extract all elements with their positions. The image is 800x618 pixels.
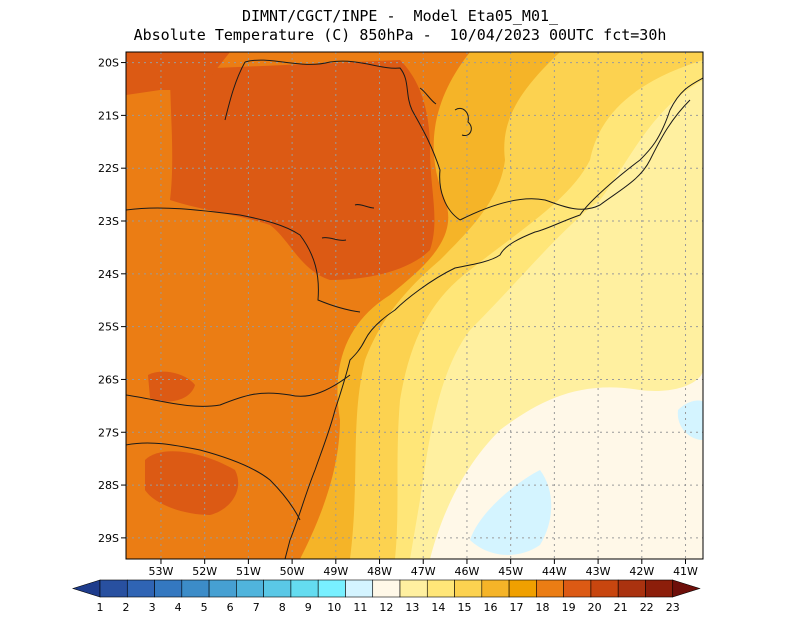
- colorbar-label: 12: [379, 601, 393, 614]
- colorbar-label: 23: [666, 601, 680, 614]
- lon-label: 45W: [498, 565, 523, 578]
- colorbar-label: 9: [305, 601, 312, 614]
- lon-label: 49W: [323, 565, 348, 578]
- lat-label: 22S: [98, 162, 119, 175]
- lon-label: 53W: [149, 565, 174, 578]
- colorbar-swatch: [454, 579, 483, 598]
- lake-1: [454, 107, 472, 137]
- colorbar-label: 11: [353, 601, 367, 614]
- lat-label: 27S: [98, 426, 119, 439]
- colorbar-label: 18: [536, 601, 550, 614]
- colorbar-swatch: [617, 579, 646, 598]
- colorbar-swatch: [263, 579, 292, 598]
- border-pr-sc: [126, 374, 351, 407]
- colorbar-label: 5: [201, 601, 208, 614]
- colorbar-left-arrow: [72, 579, 101, 598]
- colorbar-label: 3: [149, 601, 156, 614]
- colorbar-swatch: [126, 579, 155, 598]
- colorbar-swatch: [399, 579, 428, 598]
- colorbar-label: 21: [614, 601, 628, 614]
- lat-label: 24S: [98, 268, 119, 281]
- latitude-labels: 20S 21S 22S 23S 24S 25S 26S 27S 28S 29S: [98, 57, 126, 545]
- lat-label: 21S: [98, 109, 119, 122]
- colorbar-label: 22: [640, 601, 654, 614]
- border-mg-rj: [459, 99, 691, 221]
- colorbar-swatch: [372, 579, 401, 598]
- lake-2: [321, 237, 347, 241]
- colorbar-swatch: [536, 579, 564, 598]
- lon-label: 44W: [542, 565, 567, 578]
- lake-3: [354, 204, 375, 209]
- map-frame: [125, 51, 704, 560]
- lat-label: 25S: [98, 321, 119, 334]
- border-sp-pr: [126, 207, 361, 313]
- colorbar-swatch: [645, 579, 674, 598]
- colorbar-swatch: [290, 579, 319, 598]
- colorbar-swatch: [154, 579, 183, 598]
- colorbar-swatch: [345, 579, 374, 598]
- lat-label: 28S: [98, 479, 119, 492]
- lon-label: 46W: [455, 565, 480, 578]
- lon-label: 41W: [673, 565, 698, 578]
- colorbar-label: 14: [431, 601, 445, 614]
- colorbar-swatch: [236, 579, 264, 598]
- colorbar-right-arrow: [672, 579, 701, 598]
- colorbar-label: 6: [227, 601, 234, 614]
- border-sc-rs: [126, 442, 301, 521]
- lon-label: 50W: [280, 565, 305, 578]
- lat-label: 29S: [98, 532, 119, 545]
- temperature-field: [126, 52, 703, 559]
- chart-title-line-1: DIMNT/CGCT/INPE - Model Eta05_M01_: [241, 7, 559, 25]
- colorbar-swatch: [563, 579, 592, 598]
- colorbar-swatch: [508, 579, 537, 598]
- colorbar-label: 1: [97, 601, 104, 614]
- chart-title-line-2: Absolute Temperature (C) 850hPa - 10/04/…: [133, 26, 667, 44]
- colorbar-swatch: [208, 579, 237, 598]
- colorbar-label: 7: [253, 601, 260, 614]
- colorbar-label: 17: [510, 601, 524, 614]
- border-sp-mg: [244, 59, 461, 221]
- boundary-lines: [126, 59, 703, 559]
- lat-label: 26S: [98, 373, 119, 386]
- coastline: [284, 77, 703, 559]
- colorbar-swatch: [99, 579, 128, 598]
- longitude-labels: 53W 52W 51W 50W 49W 48W 47W 46W 45W 44W 43W 42W 41W: [149, 559, 698, 578]
- colorbar-swatch: [481, 579, 510, 598]
- colorbar-label: 13: [405, 601, 419, 614]
- colorbar-label: 15: [457, 601, 471, 614]
- lon-label: 51W: [236, 565, 261, 578]
- lon-label: 48W: [367, 565, 392, 578]
- lon-label: 52W: [192, 565, 217, 578]
- lat-label: 23S: [98, 215, 119, 228]
- colorbar-swatch: [181, 579, 210, 598]
- colorbar-labels: 1 2 3 4 5 6 7 8 9 10 11 12 13 14 15 16 17 18 19 20 21 22 23: [97, 601, 680, 614]
- colorbar-label: 4: [175, 601, 182, 614]
- lat-label: 20S: [98, 57, 119, 70]
- border-ms-sp: [224, 61, 246, 121]
- colorbar-label: 10: [327, 601, 341, 614]
- lon-label: 47W: [411, 565, 436, 578]
- colorbar-label: 19: [562, 601, 576, 614]
- lon-label: 43W: [586, 565, 611, 578]
- colorbar-swatch: [317, 579, 346, 598]
- lon-label: 42W: [629, 565, 654, 578]
- colorbar-label: 8: [279, 601, 286, 614]
- colorbar-label: 16: [483, 601, 497, 614]
- lake-4: [419, 87, 437, 105]
- colorbar-label: 20: [588, 601, 602, 614]
- colorbar-swatch: [426, 579, 455, 598]
- colorbar-label: 2: [123, 601, 130, 614]
- colorbar-swatch: [590, 579, 619, 598]
- colorbar: [72, 579, 701, 598]
